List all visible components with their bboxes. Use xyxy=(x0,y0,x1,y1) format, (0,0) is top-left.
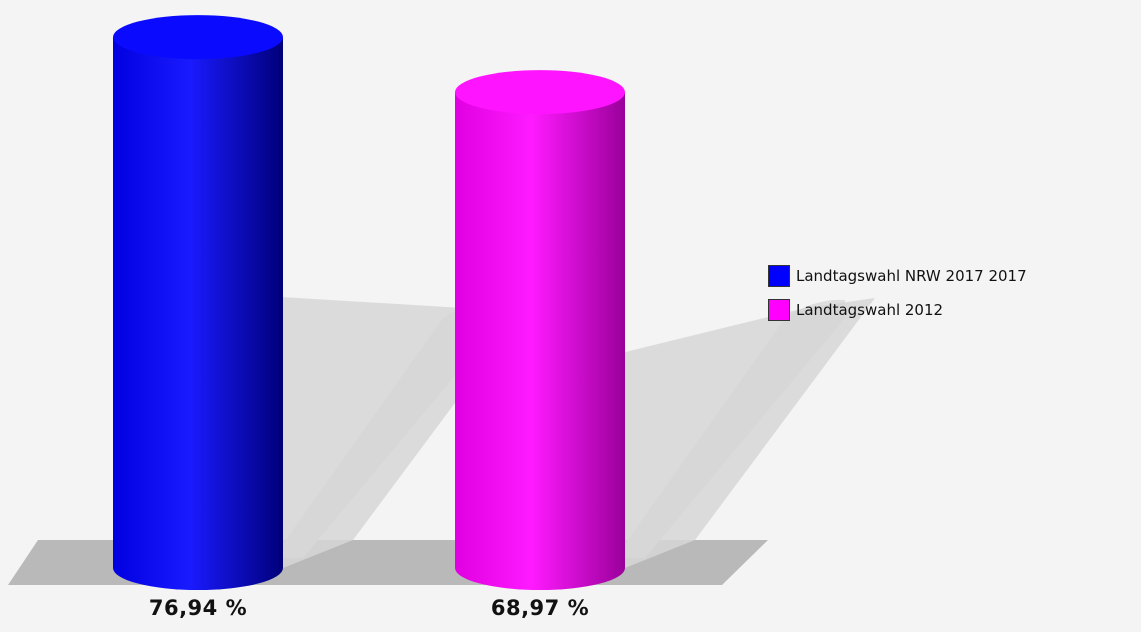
legend-item-1: Landtagswahl 2012 xyxy=(768,298,1027,322)
bars-group xyxy=(113,15,625,591)
bar-top-0 xyxy=(113,15,283,60)
bar-shadows-group xyxy=(273,297,875,568)
legend-label-1: Landtagswahl 2012 xyxy=(796,301,944,319)
bar-top-1 xyxy=(455,70,625,115)
legend-label-0: Landtagswahl NRW 2017 2017 xyxy=(796,267,1027,285)
legend: Landtagswahl NRW 2017 2017 Landtagswahl … xyxy=(768,264,1027,332)
value-label-1: 68,97 % xyxy=(490,596,590,620)
bar-shadow-body-1 xyxy=(625,298,875,568)
legend-swatch-1 xyxy=(768,299,790,321)
bar-1 xyxy=(455,92,625,591)
value-label-0: 76,94 % xyxy=(148,596,248,620)
legend-item-0: Landtagswahl NRW 2017 2017 xyxy=(768,264,1027,288)
bar-0 xyxy=(113,37,283,590)
legend-swatch-0 xyxy=(768,265,790,287)
